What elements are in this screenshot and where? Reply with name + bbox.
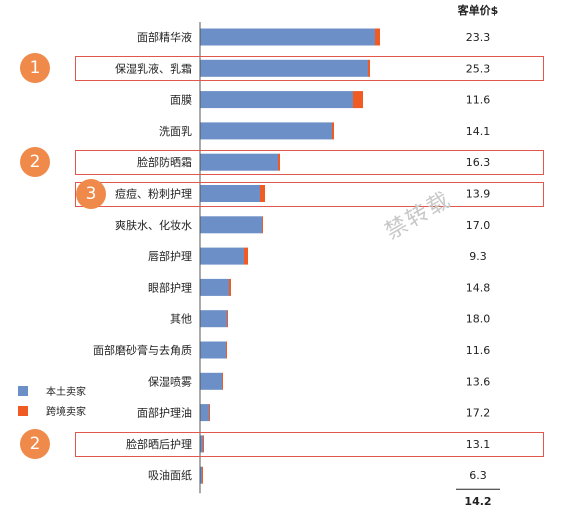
bar-crossborder <box>278 153 280 171</box>
highlight-badge: 3 <box>76 178 106 209</box>
unit-price-value: 25.3 <box>466 62 491 75</box>
bar-crossborder <box>353 91 363 109</box>
bar-crossborder <box>332 122 334 140</box>
unit-price-value: 14.1 <box>466 125 491 138</box>
highlight-badge: 1 <box>20 53 50 84</box>
unit-price-value: 11.6 <box>466 94 491 107</box>
category-label: 保湿喷雾 <box>148 374 192 388</box>
bar-crossborder <box>244 247 248 265</box>
bar-domestic <box>200 153 278 171</box>
unit-price-value: 6.3 <box>469 469 487 482</box>
bar-crossborder <box>222 372 223 390</box>
unit-price-value: 17.2 <box>466 407 491 420</box>
category-label: 面部精华液 <box>137 30 192 44</box>
legend-swatch-domestic <box>18 385 28 396</box>
unit-price-value: 13.1 <box>466 438 491 451</box>
category-label: 脸部防晒霜 <box>137 155 192 169</box>
bar-domestic <box>200 278 229 296</box>
highlight-box <box>75 181 544 207</box>
bar-crossborder <box>229 278 231 296</box>
total-price-value: 14.2 <box>464 495 491 505</box>
bar-crossborder <box>260 185 265 202</box>
highlight-box <box>75 431 544 457</box>
unit-price-value: 13.9 <box>466 188 491 201</box>
category-label: 唇部护理 <box>148 249 192 263</box>
bar-domestic <box>200 59 368 77</box>
bar-crossborder <box>368 59 370 77</box>
legend-swatch-crossborder <box>18 405 28 416</box>
bar-crossborder <box>209 404 210 422</box>
unit-price-value: 18.0 <box>466 313 491 326</box>
unit-price-value: 9.3 <box>469 250 487 263</box>
category-label: 爽肤水、化妆水 <box>115 218 192 232</box>
bar-domestic <box>200 341 226 359</box>
bar-crossborder <box>375 28 380 46</box>
bar-domestic <box>200 435 203 453</box>
bar-domestic <box>200 185 260 202</box>
bar-crossborder <box>202 466 203 484</box>
bar-domestic <box>200 122 332 140</box>
category-label: 其他 <box>170 313 192 326</box>
category-label: 痘痘、粉刺护理 <box>115 187 192 201</box>
unit-price-value: 17.0 <box>466 219 491 232</box>
price-column-header: 客单价$ <box>457 3 499 17</box>
legend-item-crossborder: 跨境卖家 <box>18 403 86 418</box>
category-label: 面膜 <box>170 94 192 107</box>
unit-price-value: 11.6 <box>466 344 491 357</box>
bar-domestic <box>200 91 353 109</box>
category-label: 面部护理油 <box>137 406 192 420</box>
bar-domestic <box>200 28 375 46</box>
highlight-box <box>75 150 544 176</box>
category-label: 眼部护理 <box>148 280 192 294</box>
category-label: 吸油面纸 <box>148 468 192 482</box>
bar-domestic <box>200 466 202 484</box>
bar-crossborder <box>227 310 228 328</box>
unit-price-value: 16.3 <box>466 156 491 169</box>
legend-label-domestic: 本土卖家 <box>46 387 86 398</box>
bar-domestic <box>200 310 227 328</box>
bar-crossborder <box>226 341 227 359</box>
bar-crossborder <box>262 216 263 234</box>
category-label: 脸部晒后护理 <box>126 437 192 451</box>
legend-item-domestic: 本土卖家 <box>18 383 86 398</box>
highlight-badge: 2 <box>20 428 50 459</box>
bar-domestic <box>200 247 244 265</box>
category-label: 面部磨砂膏与去角质 <box>93 343 192 357</box>
bar-domestic <box>200 216 262 234</box>
category-label: 洗面乳 <box>159 125 192 138</box>
unit-price-value: 14.8 <box>466 281 491 294</box>
unit-price-value: 13.6 <box>466 375 491 388</box>
highlight-badge: 2 <box>20 147 50 178</box>
bar-domestic <box>200 372 222 390</box>
category-label: 保湿乳液、乳霜 <box>115 61 192 75</box>
highlight-box <box>75 56 544 82</box>
legend-label-crossborder: 跨境卖家 <box>46 407 86 418</box>
unit-price-value: 23.3 <box>466 31 491 44</box>
bar-crossborder <box>203 435 204 453</box>
bar-domestic <box>200 404 209 422</box>
